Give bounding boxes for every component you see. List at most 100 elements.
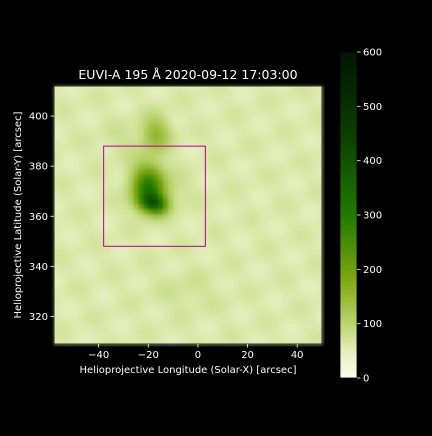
heatmap-cell (312, 133, 318, 140)
heatmap-cell (78, 293, 85, 300)
heatmap-cell (287, 203, 293, 210)
heatmap-cell (103, 338, 110, 345)
heatmap-cell (287, 93, 293, 100)
heatmap-cell (262, 203, 268, 210)
heatmap-cell (78, 328, 85, 335)
heatmap-cell (123, 308, 130, 315)
heatmap-cell (54, 108, 60, 115)
heatmap-cell (103, 203, 110, 210)
heatmap-cell (202, 93, 209, 100)
heatmap-cell (58, 303, 65, 310)
heatmap-cell (58, 173, 65, 180)
heatmap-cell (168, 338, 174, 345)
heatmap-cell (83, 273, 90, 280)
heatmap-cell (183, 193, 189, 200)
heatmap-cell (173, 113, 179, 120)
heatmap-cell (197, 333, 204, 340)
heatmap-cell (73, 208, 80, 215)
heatmap-cell (222, 338, 229, 345)
heatmap-cell (272, 138, 278, 145)
heatmap-cell (207, 138, 214, 145)
heatmap-cell (227, 313, 234, 320)
heatmap-cell (262, 263, 268, 270)
heatmap-cell (88, 328, 95, 335)
heatmap-cell (168, 168, 174, 175)
heatmap-cell (183, 238, 189, 245)
heatmap-cell (262, 228, 268, 235)
y-tick-label: 340 (29, 262, 48, 273)
heatmap-cell (292, 148, 298, 155)
heatmap-cell (138, 188, 144, 195)
heatmap-cell (307, 288, 313, 295)
heatmap-cell (133, 208, 139, 215)
heatmap-cell (317, 143, 323, 150)
heatmap-cell (93, 333, 100, 340)
heatmap-cell (257, 213, 264, 220)
heatmap-cell (153, 223, 159, 230)
heatmap-cell (168, 128, 174, 135)
heatmap-cell (103, 293, 110, 300)
heatmap-cell (163, 208, 169, 215)
heatmap-cell (252, 333, 259, 340)
heatmap-cell (103, 223, 110, 230)
heatmap-cell (272, 143, 278, 150)
heatmap-cell (163, 218, 169, 225)
heatmap-cell (128, 328, 134, 335)
heatmap-cell (212, 203, 219, 210)
heatmap-cell (232, 113, 239, 120)
heatmap-cell (123, 223, 130, 230)
heatmap-cell (54, 123, 60, 130)
heatmap-cell (242, 283, 249, 290)
heatmap-cell (73, 323, 80, 330)
heatmap-cell (173, 118, 179, 125)
heatmap-cell (158, 248, 164, 255)
heatmap-cell (163, 283, 169, 290)
heatmap-cell (173, 298, 179, 305)
heatmap-cell (183, 308, 189, 315)
heatmap-cell (232, 128, 239, 135)
heatmap-cell (222, 158, 229, 165)
heatmap-cell (178, 283, 184, 290)
heatmap-cell (183, 203, 189, 210)
heatmap-cell (297, 218, 303, 225)
heatmap-cell (133, 173, 139, 180)
heatmap-cell (302, 198, 308, 205)
heatmap-cell (232, 243, 239, 250)
heatmap-cell (272, 173, 278, 180)
heatmap-cell (93, 123, 100, 130)
heatmap-cell (183, 313, 189, 320)
heatmap-cell (222, 148, 229, 155)
heatmap-cell (128, 258, 134, 265)
heatmap-cell (217, 128, 224, 135)
heatmap-cell (58, 183, 65, 190)
heatmap-cell (272, 253, 278, 260)
heatmap-cell (222, 308, 229, 315)
heatmap-cell (118, 123, 125, 130)
heatmap-cell (178, 278, 184, 285)
heatmap-cell (247, 253, 254, 260)
heatmap-cell (168, 208, 174, 215)
heatmap-cell (183, 328, 189, 335)
heatmap-cell (287, 313, 293, 320)
heatmap-cell (83, 153, 90, 160)
heatmap-cell (257, 308, 264, 315)
heatmap-cell (108, 288, 115, 295)
heatmap-cell (63, 153, 70, 160)
heatmap-cell (192, 118, 199, 125)
heatmap-cell (192, 268, 199, 275)
heatmap-cell (287, 238, 293, 245)
heatmap-cell (262, 218, 268, 225)
heatmap-cell (302, 318, 308, 325)
heatmap-cell (173, 318, 179, 325)
heatmap-cell (202, 273, 209, 280)
heatmap-cell (83, 263, 90, 270)
heatmap-cell (247, 173, 254, 180)
heatmap-cell (192, 213, 199, 220)
heatmap-cell (257, 283, 264, 290)
heatmap-cell (197, 283, 204, 290)
heatmap-cell (257, 238, 264, 245)
heatmap-cell (282, 168, 288, 175)
heatmap-cell (128, 108, 134, 115)
heatmap-cell (153, 233, 159, 240)
heatmap-cell (222, 193, 229, 200)
